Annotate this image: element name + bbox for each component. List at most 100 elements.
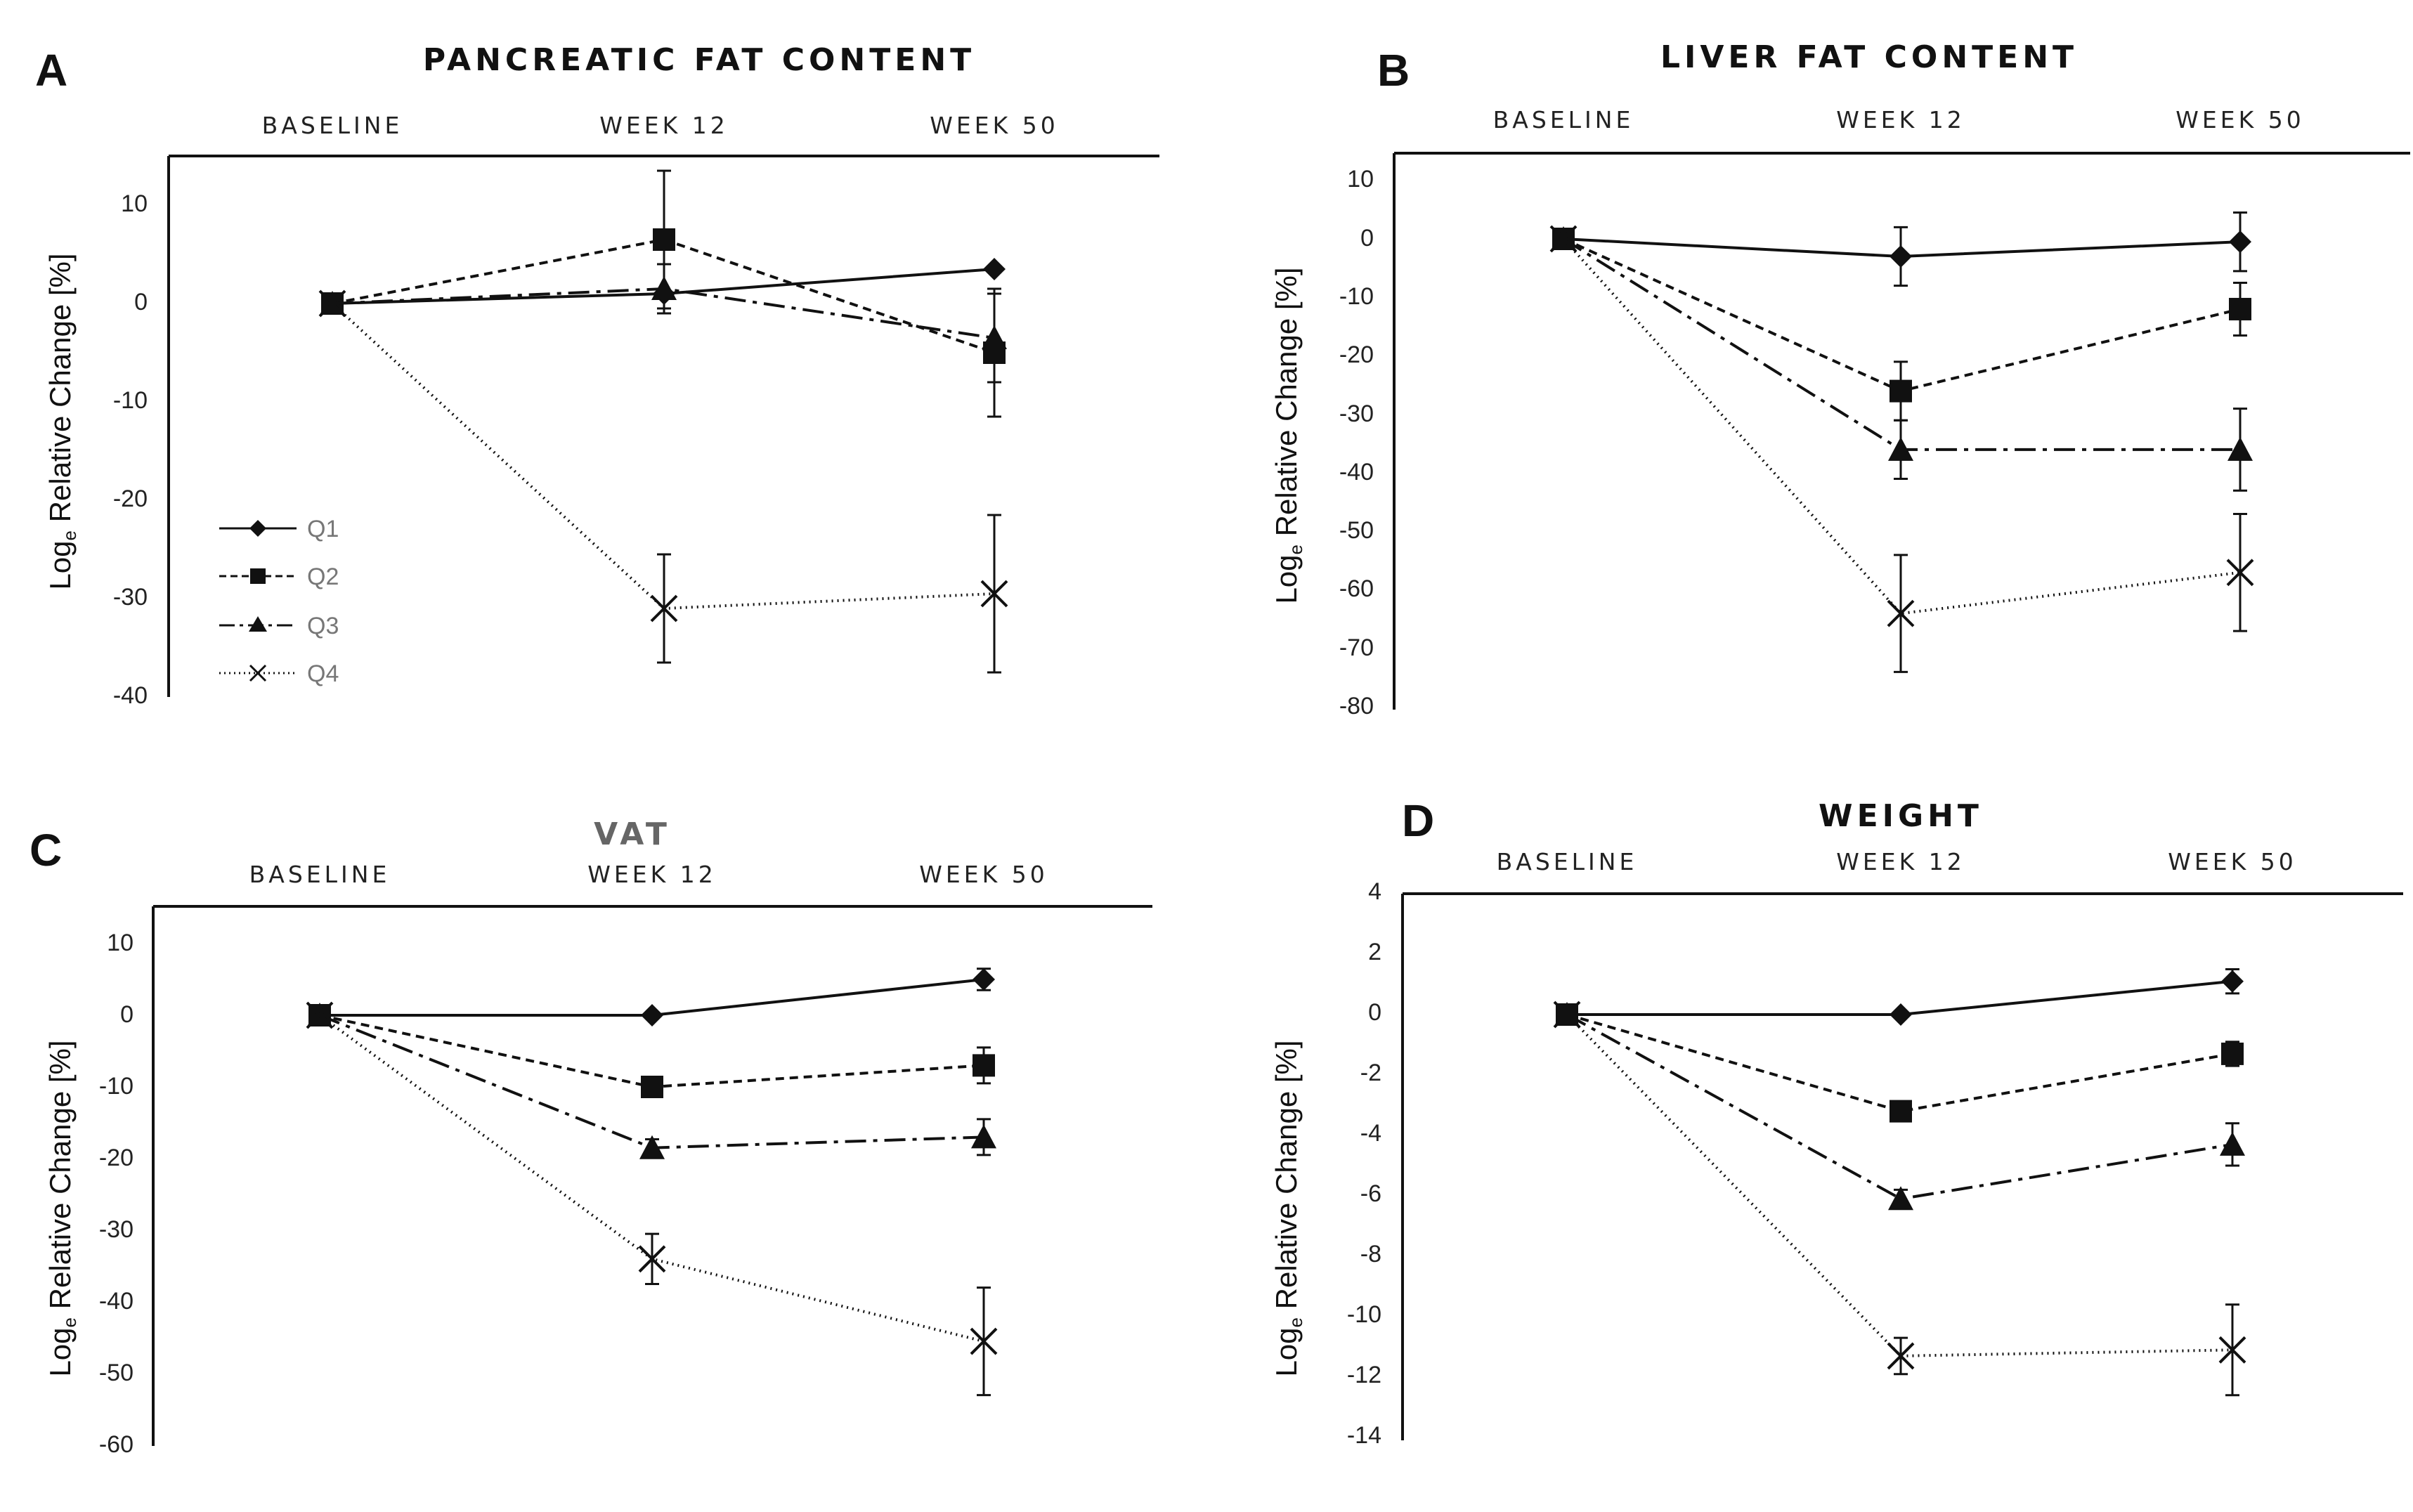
square-marker-icon (250, 568, 266, 584)
y-tick-label: 10 (121, 190, 148, 217)
y-tick-label: -6 (1360, 1180, 1381, 1207)
legend: Q1 Q2 Q3 Q4 (219, 516, 339, 687)
y-tick-label: -14 (1347, 1422, 1381, 1449)
y-tick-label: -10 (113, 387, 148, 414)
y-tick-label: -10 (99, 1073, 134, 1100)
legend-label: Q2 (307, 563, 339, 590)
category-label: WEEK 50 (919, 861, 1048, 888)
category-label: WEEK 12 (599, 112, 728, 139)
y-tick-label: -80 (1339, 693, 1374, 719)
x-marker (1887, 1342, 1915, 1370)
legend-item-q3: Q3 (219, 613, 339, 639)
y-tick-label: -20 (99, 1145, 134, 1171)
series-line-q4 (1566, 1013, 2233, 1357)
category-label: WEEK 50 (2168, 848, 2296, 875)
y-tick-label: 10 (1347, 166, 1374, 193)
x-marker (638, 1245, 666, 1273)
y-tick-label: 0 (134, 289, 148, 315)
square-marker (1890, 1100, 1912, 1123)
square-marker (2221, 1042, 2244, 1065)
series-line-q2 (1566, 1013, 2233, 1113)
x-marker (2218, 1336, 2246, 1364)
x-marker (1553, 1001, 1581, 1029)
y-tick-labels: 10 0 -10 -20 -30 -40 -50 -60 (99, 930, 134, 1458)
y-tick-label: 0 (1368, 999, 1381, 1026)
y-tick-label: -10 (1339, 283, 1374, 310)
y-tick-label: -60 (99, 1431, 134, 1458)
chart-title: VAT (594, 816, 671, 852)
panel-letter: B (1377, 45, 1410, 96)
legend-item-q1: Q1 (219, 516, 339, 542)
triangle-marker (1888, 436, 1913, 461)
x-marker (2226, 559, 2254, 587)
y-axis-title: Loge Relative Change [%] (44, 1040, 80, 1376)
y-tick-labels: 10 0 -10 -20 -30 -40 -50 -60 -70 -80 (1339, 166, 1374, 719)
y-tick-label: -2 (1360, 1060, 1381, 1086)
diamond-marker (641, 1004, 663, 1027)
y-axis-title: Loge Relative Change [%] (1270, 1040, 1306, 1376)
series-line-q4 (318, 1014, 984, 1343)
y-tick-label: 4 (1368, 878, 1381, 905)
x-marker (1887, 599, 1915, 627)
category-label: BASELINE (249, 861, 391, 888)
panel-b: B LIVER FAT CONTENT BASELINE WEEK 12 WEE… (1270, 39, 2410, 719)
chart-title: PANCREATIC FAT CONTENT (423, 42, 975, 78)
legend-label: Q3 (307, 613, 339, 639)
y-tick-label: -12 (1347, 1362, 1381, 1388)
triangle-marker (2227, 436, 2253, 461)
chart-title: WEIGHT (1819, 798, 1983, 834)
y-tick-label: -4 (1360, 1120, 1381, 1147)
x-marker (318, 289, 346, 318)
panel-c: C VAT BASELINE WEEK 12 WEEK 50 Loge Rela… (30, 816, 1152, 1458)
y-tick-label: -20 (1339, 341, 1374, 368)
y-tick-label: -50 (99, 1360, 134, 1386)
plot-area (1553, 968, 2246, 1397)
square-marker (973, 1054, 995, 1077)
diamond-marker-icon (249, 520, 266, 537)
triangle-marker (982, 325, 1007, 349)
plot-area (1549, 211, 2254, 673)
category-label: WEEK 12 (1836, 848, 1965, 875)
x-marker (650, 594, 678, 623)
triangle-marker-icon (249, 616, 267, 632)
y-tick-label: -70 (1339, 634, 1374, 661)
y-tick-label: 10 (107, 930, 134, 956)
triangle-marker (651, 276, 677, 300)
y-tick-labels: 4 2 0 -2 -4 -6 -8 -10 -12 -14 (1347, 878, 1381, 1449)
y-tick-label: 2 (1368, 939, 1381, 965)
y-tick-labels: 10 0 -10 -20 -30 -40 (113, 190, 148, 709)
y-tick-label: -40 (113, 682, 148, 709)
square-marker (2229, 297, 2251, 320)
x-marker (306, 1001, 334, 1029)
legend-item-q2: Q2 (219, 563, 339, 590)
square-marker (653, 228, 675, 251)
diamond-marker (983, 258, 1006, 280)
triangle-marker (971, 1124, 996, 1149)
category-label: BASELINE (1493, 106, 1634, 133)
panel-letter: D (1402, 795, 1434, 846)
panel-a: A PANCREATIC FAT CONTENT BASELINE WEEK 1… (35, 42, 1159, 709)
plot-area (318, 169, 1008, 674)
triangle-marker (639, 1135, 665, 1159)
category-label: BASELINE (262, 112, 403, 139)
diamond-marker (1890, 1003, 1912, 1026)
x-marker-icon (249, 664, 267, 682)
y-tick-label: -40 (1339, 459, 1374, 485)
y-tick-label: -30 (1339, 400, 1374, 427)
y-tick-label: -50 (1339, 517, 1374, 544)
y-tick-label: 0 (120, 1001, 134, 1028)
y-tick-label: 0 (1360, 225, 1374, 252)
legend-item-q4: Q4 (219, 660, 339, 687)
y-axis-title: Loge Relative Change [%] (1270, 267, 1306, 604)
chart-title: LIVER FAT CONTENT (1660, 39, 2078, 75)
legend-label: Q1 (307, 516, 339, 542)
category-label: WEEK 50 (2175, 106, 2304, 133)
x-marker (970, 1327, 998, 1355)
square-marker (641, 1076, 663, 1098)
panel-d: D WEIGHT BASELINE WEEK 12 WEEK 50 Loge R… (1270, 795, 2403, 1449)
x-marker (1549, 225, 1578, 253)
category-label: BASELINE (1497, 848, 1638, 875)
category-label: WEEK 12 (587, 861, 716, 888)
series-line-q4 (1562, 237, 2241, 615)
